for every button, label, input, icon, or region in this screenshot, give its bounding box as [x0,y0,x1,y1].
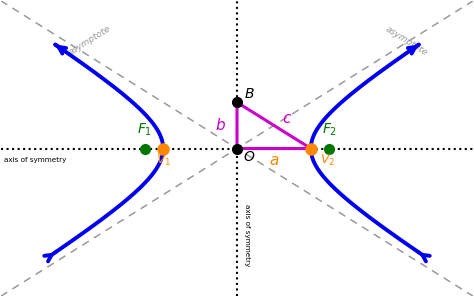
Text: $F_1$: $F_1$ [137,121,152,138]
Text: axis of symmetry: axis of symmetry [4,157,67,162]
Text: $b$: $b$ [215,117,226,133]
Text: asymptote: asymptote [384,24,429,57]
Text: $V_2$: $V_2$ [319,153,335,168]
Text: asymptote: asymptote [66,24,112,57]
Text: axis of symmetry: axis of symmetry [245,203,250,266]
Text: $a$: $a$ [269,153,279,168]
Text: $c$: $c$ [282,110,292,126]
Text: $O$: $O$ [243,150,255,164]
Text: $F_2$: $F_2$ [322,121,337,138]
Text: $B$: $B$ [245,87,255,101]
Text: $V_1$: $V_1$ [155,153,171,168]
